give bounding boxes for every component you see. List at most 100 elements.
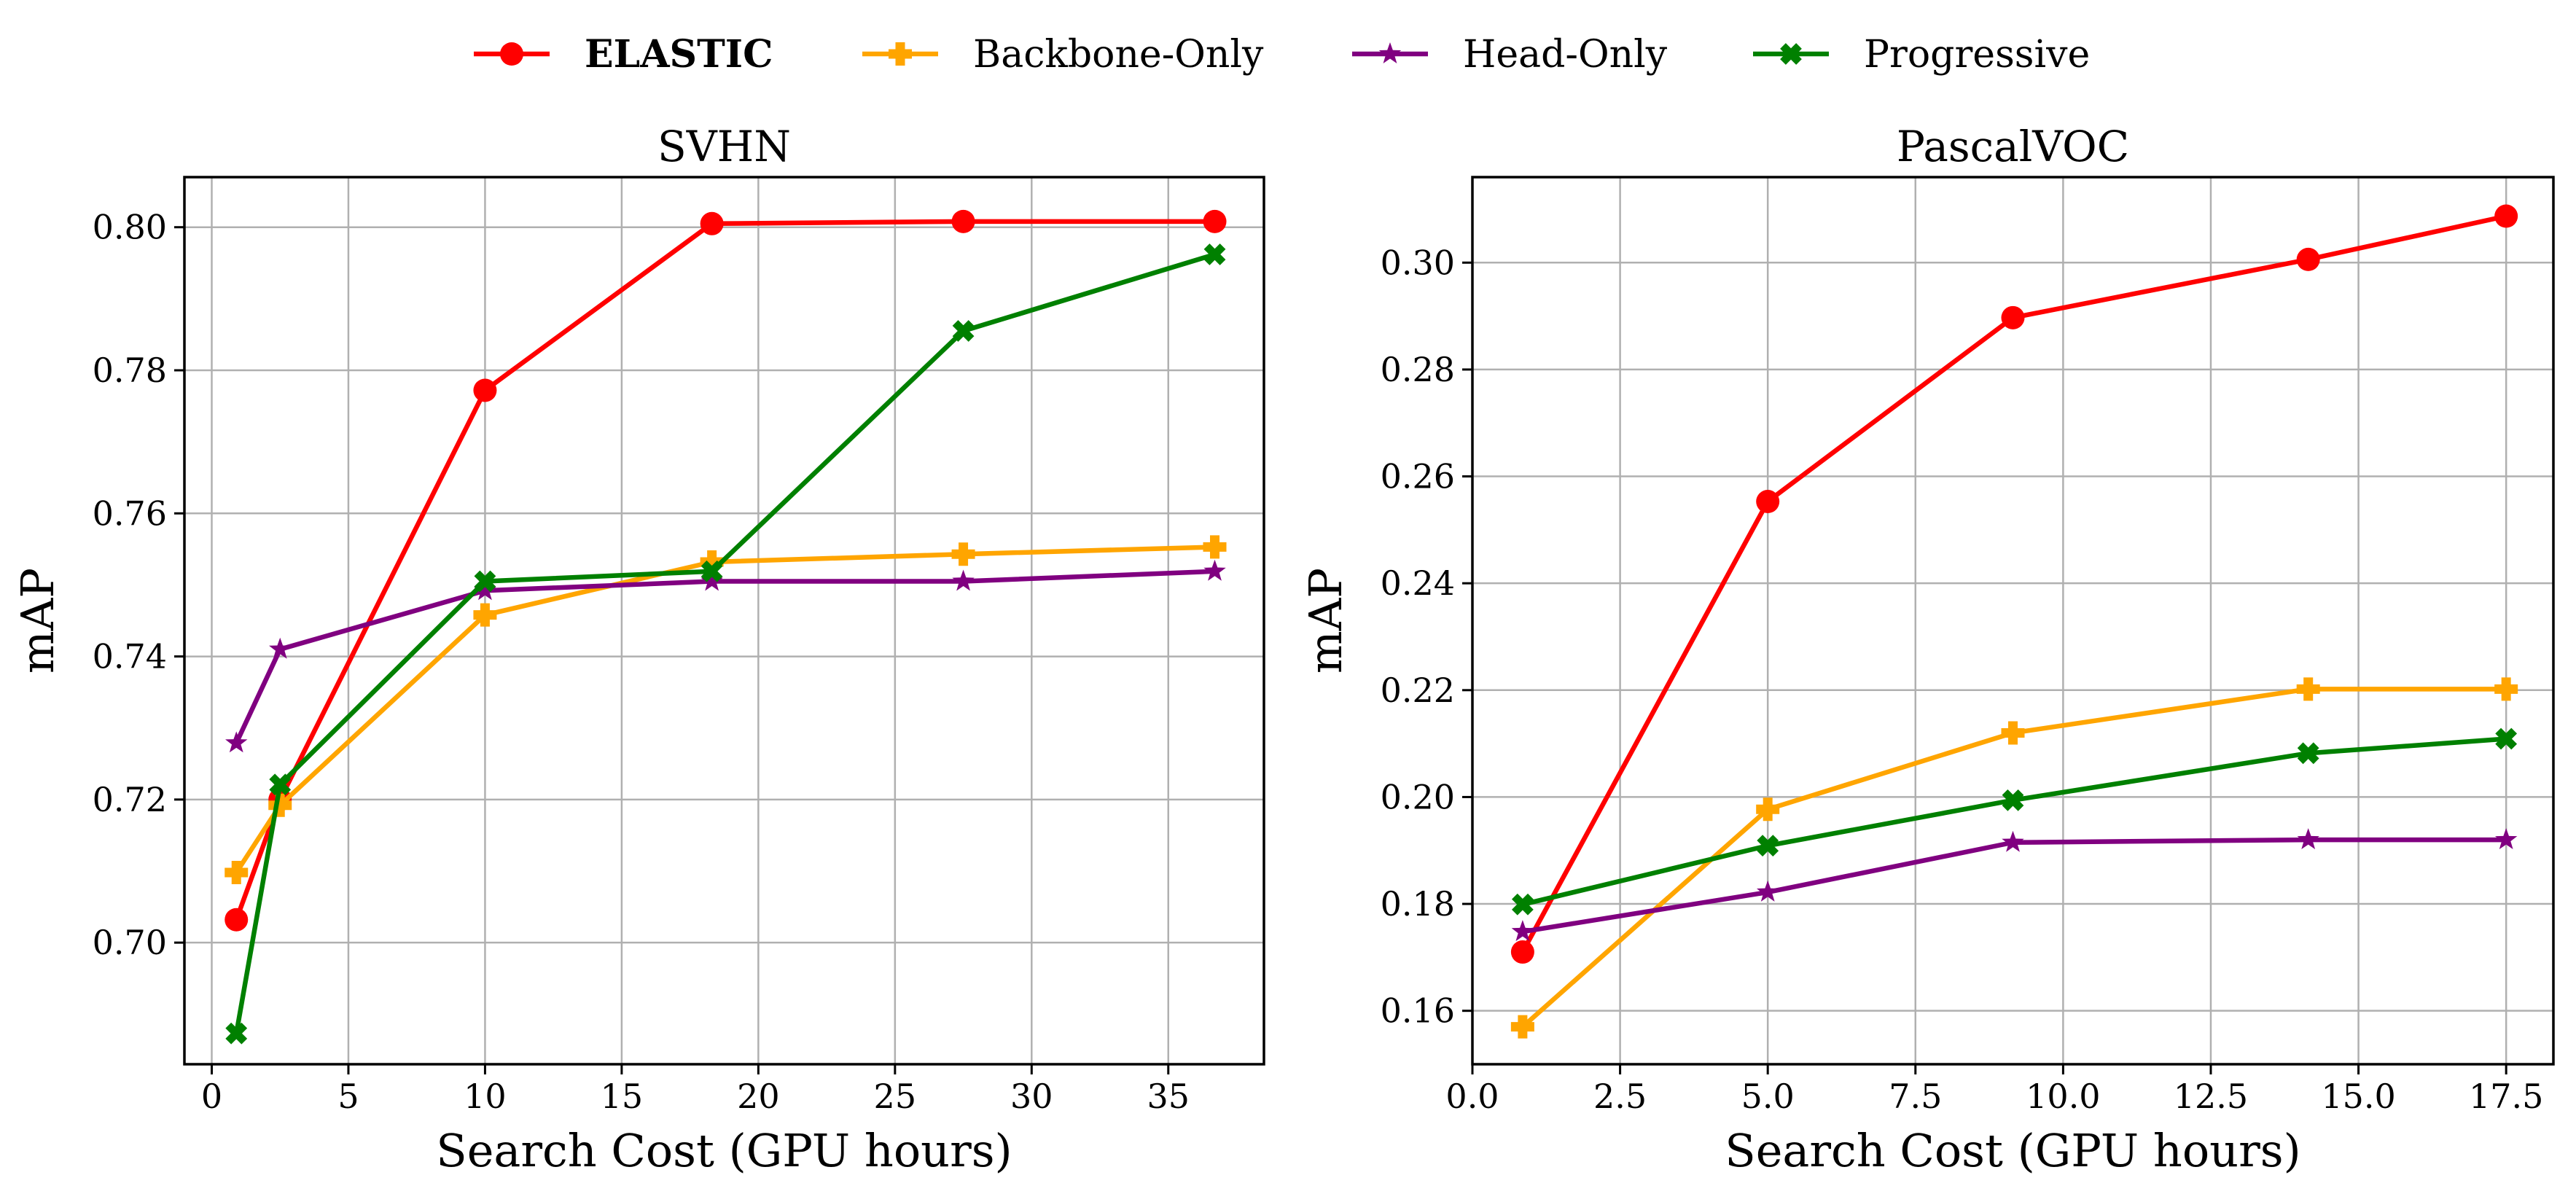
legend-marker-backbone-only xyxy=(889,42,912,66)
plot-frame xyxy=(1471,176,2555,1066)
y-tick-label: 0.18 xyxy=(1381,884,1455,924)
data-point-backbone-only xyxy=(1203,535,1227,559)
y-tick-label: 0.26 xyxy=(1381,457,1455,496)
series-backbone-only xyxy=(225,535,1227,884)
data-point-elastic xyxy=(225,908,249,932)
y-tick-label: 0.74 xyxy=(93,637,167,676)
data-point-head-only xyxy=(700,569,723,591)
data-point-progressive xyxy=(700,560,723,582)
legend-item-progressive: Progressive xyxy=(1753,33,2090,77)
x-tick-label: 15 xyxy=(601,1077,644,1116)
data-point-elastic xyxy=(700,211,724,235)
x-tick-label: 15.0 xyxy=(2321,1077,2395,1116)
data-point-backbone-only xyxy=(951,542,975,566)
data-point-progressive xyxy=(1203,243,1226,265)
legend-label: ELASTIC xyxy=(585,32,773,77)
legend: ELASTIC Backbone-Only Head-Only Progressive xyxy=(474,32,2090,77)
x-tick-label: 7.5 xyxy=(1889,1077,1942,1116)
legend-label: Progressive xyxy=(1864,33,2090,77)
y-axis-label: mAP xyxy=(1299,568,1352,674)
data-point-progressive xyxy=(952,320,975,342)
data-point-head-only xyxy=(269,637,292,659)
data-point-backbone-only xyxy=(473,603,497,627)
data-point-progressive xyxy=(1757,835,1779,857)
series-elastic xyxy=(1510,204,2518,964)
series-head-only xyxy=(1511,828,2518,942)
y-axis-label: mAP xyxy=(11,568,64,674)
x-tick-label: 5.0 xyxy=(1741,1077,1795,1116)
y-tick-label: 0.30 xyxy=(1381,243,1455,282)
data-point-progressive xyxy=(269,773,292,796)
y-tick-label: 0.22 xyxy=(1381,671,1455,710)
data-point-head-only xyxy=(474,579,496,601)
data-point-progressive xyxy=(1511,893,1534,916)
svhn-chart: 0 5 10 15 20 25 30 35 0.70 0.72 0.74 0.76 0.78 0.80 SV… xyxy=(11,122,1265,1177)
y-tick-label: 0.70 xyxy=(93,923,167,962)
data-point-elastic xyxy=(1756,490,1780,514)
legend-marker-head-only xyxy=(1378,42,1402,63)
y-tick-label: 0.78 xyxy=(93,351,167,390)
legend-label: Backbone-Only xyxy=(973,33,1264,77)
data-point-progressive xyxy=(2495,727,2518,750)
data-point-elastic xyxy=(2001,305,2025,329)
series-elastic xyxy=(225,209,1227,932)
y-tick-label: 0.20 xyxy=(1381,777,1455,816)
data-point-head-only xyxy=(1203,559,1226,581)
data-point-progressive xyxy=(225,1022,248,1045)
pascalvoc-chart: 0.0 2.5 5.0 7.5 10.0 12.5 15.0 17.5 0.16 0.18 0.20… xyxy=(1299,122,2555,1177)
x-tick-label: 0 xyxy=(201,1077,222,1116)
x-tick-label: 5 xyxy=(337,1077,359,1116)
data-point-head-only xyxy=(1756,880,1779,902)
data-point-elastic xyxy=(951,209,975,233)
x-tick-label: 17.5 xyxy=(2469,1077,2543,1116)
y-tick-label: 0.72 xyxy=(93,780,167,819)
x-tick-label: 12.5 xyxy=(2174,1077,2248,1116)
series-line-progressive xyxy=(234,251,1216,1034)
data-point-head-only xyxy=(225,731,248,753)
data-point-elastic xyxy=(2494,204,2518,228)
x-axis-label: Search Cost (GPU hours) xyxy=(1725,1124,2300,1177)
data-point-backbone-only xyxy=(1756,797,1780,822)
legend-label: Head-Only xyxy=(1463,33,1668,77)
data-point-head-only xyxy=(2002,830,2024,852)
y-tick-label: 0.80 xyxy=(93,208,167,247)
x-tick-label: 10 xyxy=(464,1077,507,1116)
data-point-backbone-only xyxy=(2494,677,2518,701)
legend-marker-progressive xyxy=(1780,43,1802,65)
x-tick-label: 10.0 xyxy=(2026,1077,2100,1116)
series-progressive xyxy=(225,243,1226,1045)
series-backbone-only xyxy=(1510,677,2518,1039)
data-point-backbone-only xyxy=(700,550,724,574)
x-axis-label: Search Cost (GPU hours) xyxy=(436,1124,1012,1177)
data-point-elastic xyxy=(2296,247,2320,271)
x-tick-label: 25 xyxy=(874,1077,917,1116)
series-progressive xyxy=(1511,727,2518,916)
y-tick-label: 0.28 xyxy=(1381,350,1455,389)
series-head-only xyxy=(225,559,1226,753)
data-point-elastic xyxy=(1510,940,1534,964)
data-point-progressive xyxy=(474,570,496,593)
x-tick-label: 2.5 xyxy=(1593,1077,1647,1116)
y-tick-label: 0.76 xyxy=(93,493,167,533)
series-line-elastic xyxy=(234,219,1215,921)
grid xyxy=(184,177,1264,1064)
data-point-elastic xyxy=(1203,209,1227,233)
chart-title: SVHN xyxy=(657,122,791,171)
legend-item-backbone-only: Backbone-Only xyxy=(862,33,1264,77)
data-point-backbone-only xyxy=(268,793,292,817)
x-tick-label: 0.0 xyxy=(1445,1077,1499,1116)
y-tick-label: 0.24 xyxy=(1381,563,1455,603)
data-point-progressive xyxy=(2297,742,2319,765)
data-point-head-only xyxy=(2297,828,2319,850)
legend-item-head-only: Head-Only xyxy=(1352,33,1668,77)
data-point-head-only xyxy=(1511,920,1534,942)
data-point-backbone-only xyxy=(2296,677,2320,701)
x-tick-label: 20 xyxy=(737,1077,780,1116)
data-point-backbone-only xyxy=(1510,1015,1534,1039)
y-tick-label: 0.16 xyxy=(1381,991,1455,1031)
chart-title: PascalVOC xyxy=(1897,122,2129,171)
data-point-progressive xyxy=(2002,789,2024,811)
data-point-elastic xyxy=(473,378,497,402)
legend-item-elastic: ELASTIC xyxy=(474,32,773,77)
